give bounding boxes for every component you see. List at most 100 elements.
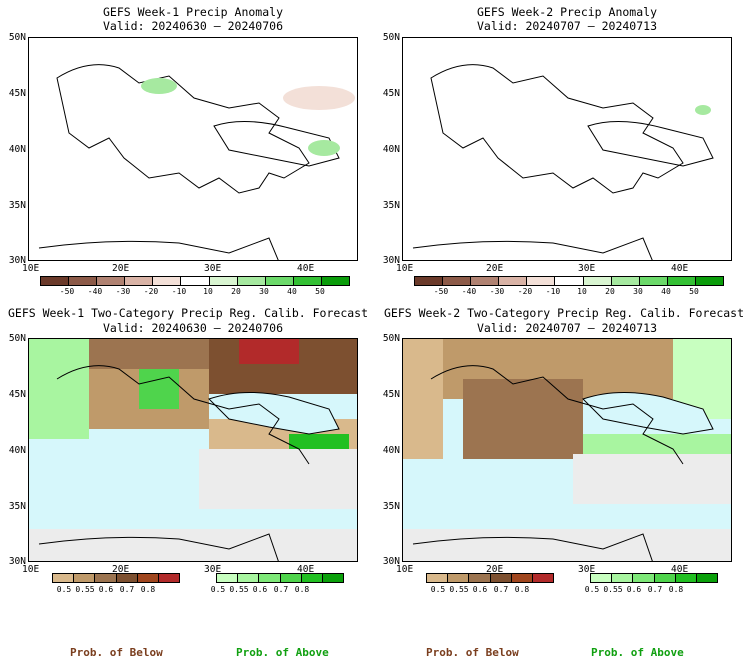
lon-label: 30E bbox=[578, 263, 596, 274]
lon-label: 40E bbox=[297, 564, 315, 575]
cbar-tick: 0.5 bbox=[56, 585, 72, 594]
panel1-title: GEFS Week-1 Precip Anomaly bbox=[102, 5, 283, 19]
map-week2-probability-svg bbox=[403, 339, 731, 561]
cbar-tick: 0.8 bbox=[514, 585, 530, 594]
cbar-tick: 0.55 bbox=[603, 585, 623, 594]
lat-label: 35N bbox=[382, 200, 400, 211]
cbar-tick: 50 bbox=[315, 287, 325, 296]
map-week2-anomaly bbox=[402, 37, 732, 261]
map-week1-anomaly-svg bbox=[38, 64, 355, 260]
cbar-tick: 0.8 bbox=[140, 585, 156, 594]
lat-label: 45N bbox=[382, 389, 400, 400]
lon-label: 20E bbox=[486, 564, 504, 575]
cbar-tick: 0.5 bbox=[210, 585, 226, 594]
cbar-tick: 0.55 bbox=[229, 585, 249, 594]
lon-label: 20E bbox=[486, 263, 504, 274]
lon-label: 10E bbox=[396, 564, 414, 575]
cbar-tick: 20 bbox=[231, 287, 241, 296]
lon-label: 10E bbox=[22, 263, 40, 274]
cbar-tick: 10 bbox=[577, 287, 587, 296]
prob-below-label: Prob. of Below bbox=[426, 646, 519, 659]
lon-label: 20E bbox=[112, 564, 130, 575]
cbar-swatch bbox=[41, 277, 70, 285]
anomaly-colorbar-1 bbox=[40, 276, 350, 286]
lon-label: 30E bbox=[204, 564, 222, 575]
panel4-valid: Valid: 20240707 – 20240713 bbox=[476, 321, 657, 335]
lat-label: 30N bbox=[382, 255, 400, 266]
cbar-tick: 0.7 bbox=[273, 585, 289, 594]
lat-label: 45N bbox=[8, 88, 26, 99]
lat-label: 40N bbox=[382, 144, 400, 155]
cbar-tick: 0.7 bbox=[647, 585, 663, 594]
cbar-tick: 50 bbox=[689, 287, 699, 296]
cbar-tick: -20 bbox=[517, 287, 533, 296]
map-week2-probability bbox=[402, 338, 732, 562]
cbar-tick: 10 bbox=[203, 287, 213, 296]
cbar-tick: -10 bbox=[171, 287, 187, 296]
cbar-tick: 0.6 bbox=[626, 585, 642, 594]
cbar-tick: 0.6 bbox=[98, 585, 114, 594]
lon-label: 40E bbox=[671, 564, 689, 575]
cbar-tick: 0.5 bbox=[584, 585, 600, 594]
lat-label: 35N bbox=[8, 501, 26, 512]
cbar-tick: -30 bbox=[489, 287, 505, 296]
lon-label: 10E bbox=[396, 263, 414, 274]
cbar-tick: 0.8 bbox=[294, 585, 310, 594]
cbar-tick: 0.7 bbox=[493, 585, 509, 594]
cbar-tick: 0.5 bbox=[430, 585, 446, 594]
cbar-tick: -50 bbox=[433, 287, 449, 296]
lon-label: 40E bbox=[671, 263, 689, 274]
above-colorbar-1 bbox=[216, 573, 344, 583]
lat-label: 35N bbox=[8, 200, 26, 211]
lon-label: 20E bbox=[112, 263, 130, 274]
above-colorbar-2 bbox=[590, 573, 718, 583]
cbar-tick: -20 bbox=[143, 287, 159, 296]
cbar-tick: 30 bbox=[259, 287, 269, 296]
lat-label: 50N bbox=[382, 333, 400, 344]
lon-label: 30E bbox=[578, 564, 596, 575]
anomaly-colorbar-2 bbox=[414, 276, 724, 286]
cbar-tick: 0.6 bbox=[472, 585, 488, 594]
cbar-tick: 0.8 bbox=[668, 585, 684, 594]
lat-label: 40N bbox=[382, 445, 400, 456]
lat-label: 45N bbox=[382, 88, 400, 99]
cbar-tick: 0.6 bbox=[252, 585, 268, 594]
lat-label: 30N bbox=[8, 556, 26, 567]
cbar-tick: 20 bbox=[605, 287, 615, 296]
lat-label: 50N bbox=[382, 32, 400, 43]
lat-label: 30N bbox=[8, 255, 26, 266]
lat-label: 40N bbox=[8, 445, 26, 456]
cbar-tick: -50 bbox=[59, 287, 75, 296]
lat-label: 50N bbox=[8, 333, 26, 344]
map-week1-probability bbox=[28, 338, 358, 562]
lon-label: 10E bbox=[22, 564, 40, 575]
lon-label: 30E bbox=[204, 263, 222, 274]
panel1-valid: Valid: 20240630 – 20240706 bbox=[102, 19, 283, 33]
lon-label: 40E bbox=[297, 263, 315, 274]
below-colorbar-2 bbox=[426, 573, 554, 583]
cbar-tick: 0.55 bbox=[449, 585, 469, 594]
prob-above-label: Prob. of Above bbox=[591, 646, 684, 659]
panel2-valid: Valid: 20240707 – 20240713 bbox=[476, 19, 657, 33]
prob-below-label: Prob. of Below bbox=[70, 646, 163, 659]
cbar-tick: -40 bbox=[461, 287, 477, 296]
cbar-tick: 40 bbox=[661, 287, 671, 296]
lat-label: 40N bbox=[8, 144, 26, 155]
cbar-tick: 0.55 bbox=[75, 585, 95, 594]
panel2-title: GEFS Week-2 Precip Anomaly bbox=[476, 5, 657, 19]
cbar-tick: -40 bbox=[87, 287, 103, 296]
map-week1-probability-svg bbox=[29, 339, 357, 561]
cbar-tick: 40 bbox=[287, 287, 297, 296]
lat-label: 45N bbox=[8, 389, 26, 400]
prob-above-label: Prob. of Above bbox=[236, 646, 329, 659]
panel3-title: GEFS Week-1 Two-Category Precip Reg. Cal… bbox=[7, 306, 369, 320]
cbar-tick: 0.7 bbox=[119, 585, 135, 594]
cbar-tick: -30 bbox=[115, 287, 131, 296]
lat-label: 30N bbox=[382, 556, 400, 567]
lat-label: 35N bbox=[382, 501, 400, 512]
map-week1-anomaly bbox=[28, 37, 358, 261]
cbar-tick: 30 bbox=[633, 287, 643, 296]
cbar-tick: -10 bbox=[545, 287, 561, 296]
map-week2-anomaly-svg bbox=[412, 64, 714, 260]
lat-label: 50N bbox=[8, 32, 26, 43]
